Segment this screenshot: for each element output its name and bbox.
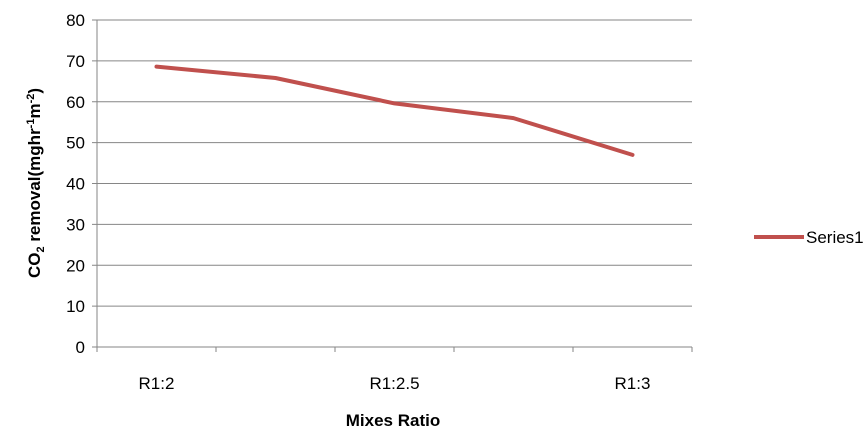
y-axis-tick-labels: 0 10 20 30 40 50 60 70 80 — [66, 11, 85, 357]
y-axis-title-superscript-1: -1 — [25, 119, 37, 129]
y-axis-title: CO2 removal(mghr-1m-2) — [25, 88, 47, 278]
y-axis-title-superscript-2: -2 — [25, 94, 37, 104]
y-tick-label: 70 — [66, 52, 85, 71]
legend-label-series1: Series1 — [806, 228, 863, 247]
x-tick-label: R1:3 — [615, 374, 651, 393]
y-axis-title-mid2: m — [25, 103, 44, 118]
y-tick-label: 40 — [66, 175, 85, 194]
x-tick-label: R1:2 — [139, 374, 175, 393]
axes — [92, 19, 693, 352]
x-axis-title: Mixes Ratio — [346, 411, 440, 430]
y-tick-label: 60 — [66, 93, 85, 112]
y-tick-label: 10 — [66, 297, 85, 316]
series-lines — [154, 64, 635, 157]
y-tick-label: 80 — [66, 11, 85, 30]
y-tick-label: 50 — [66, 134, 85, 153]
x-axis-tick-labels: R1:2 R1:2.5 R1:3 — [139, 374, 651, 393]
gridlines — [97, 19, 692, 307]
y-axis-title-prefix: CO — [25, 253, 44, 279]
series-line-series1 — [154, 64, 635, 157]
y-tick-label: 0 — [76, 338, 85, 357]
y-axis-title-suffix: ) — [25, 88, 44, 94]
y-axis-title-subscript: 2 — [35, 246, 47, 252]
legend: Series1 — [754, 228, 863, 247]
y-tick-label: 30 — [66, 215, 85, 234]
y-tick-label: 20 — [66, 256, 85, 275]
y-axis-title-mid1: removal(mghr — [25, 128, 44, 246]
x-tick-label: R1:2.5 — [369, 374, 419, 393]
